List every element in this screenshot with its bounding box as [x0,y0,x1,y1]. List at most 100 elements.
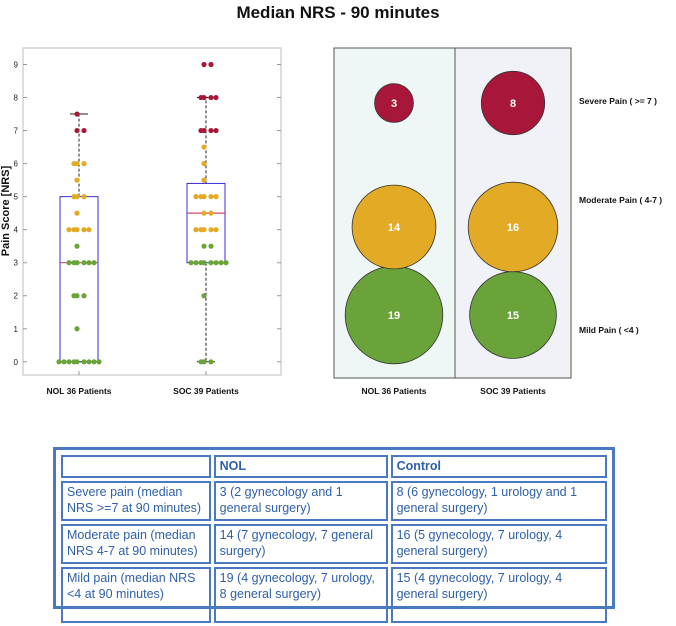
data-point [188,260,194,266]
table-cell: 14 (7 gynecology, 7 general surgery) [213,524,388,564]
bubble-x-label-nol: NOL 36 Patients [361,386,426,396]
data-point [213,260,219,266]
data-point [201,210,207,216]
data-point [208,260,214,266]
data-point [71,161,77,167]
data-point [208,243,214,249]
data-point [213,127,219,134]
data-point [208,194,214,200]
y-tick-label: 1 [14,325,19,334]
y-tick-label: 0 [14,358,19,367]
data-point [81,127,87,134]
data-point [208,359,214,365]
data-point [201,161,207,167]
data-point [71,260,77,266]
bubble-value-label: 8 [510,98,516,110]
boxplot-ticks: 0 1 2 3 4 5 6 7 8 9 [14,61,281,375]
table-cell: 15 (4 gynecology, 7 urology, 4 general s… [390,567,607,623]
data-point [193,194,199,200]
data-point [198,94,204,101]
y-tick-label: 2 [14,292,19,301]
table-header-cell: Control [390,455,607,478]
data-point [208,210,214,216]
figure-title: Median NRS - 90 minutes [236,3,440,22]
table-cell: 16 (5 gynecology, 7 urology, 4 general s… [390,524,607,564]
y-tick-label: 5 [14,193,19,202]
bubble-value-label: 3 [391,98,397,110]
y-tick-label: 6 [14,160,19,169]
data-point [66,359,72,365]
data-point [81,194,87,200]
data-point [208,127,214,134]
data-point [71,293,77,299]
data-point [198,359,204,365]
data-point [198,127,204,134]
data-point [213,227,219,233]
table-cell: 3 (2 gynecology and 1 general surgery) [213,481,388,521]
data-point [66,227,72,233]
table-row: Moderate pain (median NRS 4-7 at 90 minu… [61,524,607,564]
data-point [223,260,229,266]
data-point [193,227,199,233]
boxplot-x-label-soc: SOC 39 Patients [173,386,239,396]
data-point [74,127,80,134]
data-point [208,227,214,233]
table-row: Mild pain (median NRS <4 at 90 minutes) … [61,567,607,623]
data-point [86,260,92,266]
charts-svg: 0 1 2 3 4 5 6 7 8 9 Pain Score [NRS] NOL 36 Patie… [0,47,662,396]
data-point [81,260,87,266]
bubble-value-label: 19 [388,310,400,322]
bubble-row-label-moderate: Moderate Pain ( 4-7 ) [579,195,662,205]
bubble-moderate [467,181,559,273]
summary-table-frame: NOL Control Severe pain (median NRS >=7 … [53,447,615,623]
bubble-x-label-soc: SOC 39 Patients [480,386,546,396]
data-point [91,359,97,365]
data-point [71,359,77,365]
data-point [208,94,214,101]
data-point [74,326,80,332]
data-point [201,144,207,150]
data-point [198,260,204,266]
data-point [81,161,87,167]
y-tick-label: 3 [14,259,19,268]
data-point [201,61,207,68]
data-point [213,194,219,200]
data-point [193,260,199,266]
table-header-row: NOL Control [61,455,607,478]
data-point [61,359,67,365]
data-point [81,227,87,233]
table-cell: Severe pain (median NRS >=7 at 90 minute… [61,481,211,521]
bubble-row-label-severe: Severe Pain ( >= 7 ) [579,96,657,106]
data-point [66,260,72,266]
bubble-marks: 3 8 14 16 19 15 [344,70,559,365]
data-point [198,194,204,200]
data-point [71,227,77,233]
bubble-value-label: 14 [388,222,401,234]
boxplot-frame [22,47,282,376]
data-point [201,243,207,249]
table-header-cell: NOL [213,455,388,478]
bubble-value-label: 15 [507,310,519,322]
y-tick-label: 8 [14,94,19,103]
bubble-severe [374,83,414,123]
bubble-moderate [351,184,437,270]
data-point [74,177,80,183]
table-cell: 8 (6 gynecology, 1 urology and 1 general… [390,481,607,521]
data-point [201,293,207,299]
data-point [74,210,80,216]
data-point [56,359,62,365]
table-header-cell [61,455,211,478]
data-point [208,61,214,68]
bubble-frame [333,47,572,379]
boxplot-x-label-nol: NOL 36 Patients [46,386,111,396]
table-cell: Mild pain (median NRS <4 at 90 minutes) [61,567,211,623]
table-cell: 19 (4 gynecology, 7 urology, 8 general s… [213,567,388,623]
table-cell: Moderate pain (median NRS 4-7 at 90 minu… [61,524,211,564]
data-point [198,227,204,233]
data-point [71,194,77,200]
data-point [218,260,224,266]
data-point [81,359,87,365]
y-tick-label: 9 [14,61,19,70]
data-point [91,260,97,266]
summary-table: NOL Control Severe pain (median NRS >=7 … [58,452,610,626]
